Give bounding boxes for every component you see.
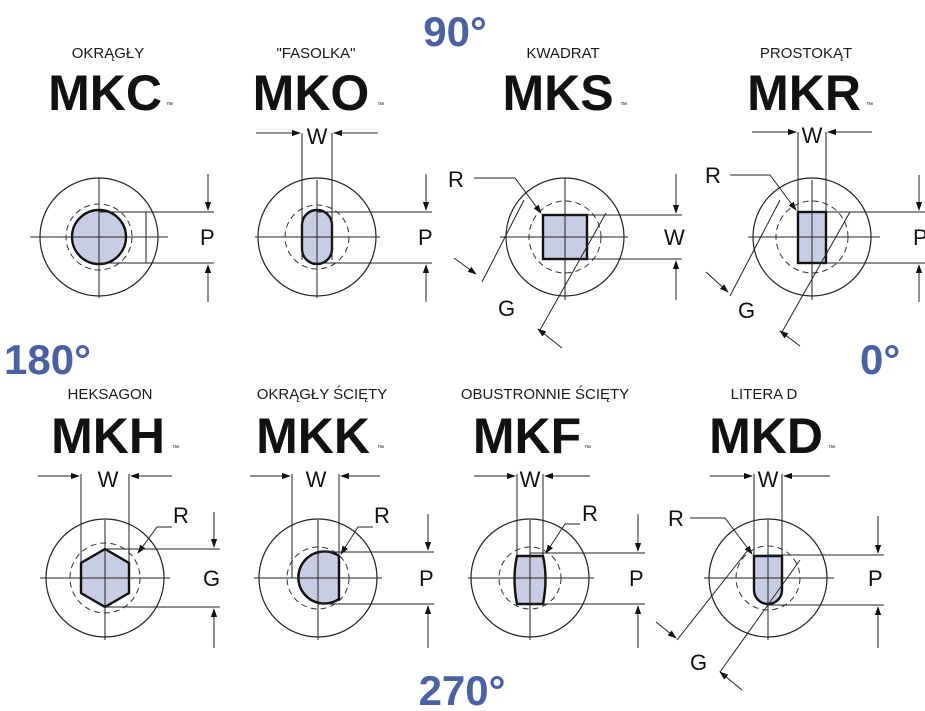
mko-cross-section: W P [255, 124, 433, 302]
mkr-cross-section: W R G P [705, 123, 925, 347]
shaft-subtitle: "FASOLKA" [276, 45, 355, 62]
trademark-mark: ™ [584, 445, 591, 452]
trademark-mark: ™ [172, 445, 179, 452]
dim-label-p: P [200, 225, 215, 250]
dim-label-p: P [629, 566, 644, 591]
angle-label-bottom: 270° [419, 667, 506, 711]
dim-label-g: G [498, 296, 515, 321]
dim-label-r: R [705, 163, 721, 188]
dim-label-p: P [913, 225, 925, 250]
shaft-code: MKK [256, 408, 370, 464]
shaft-code: MKR [747, 65, 861, 121]
angle-label-top: 90° [423, 8, 487, 55]
dim-label-r: R [173, 503, 189, 528]
dim-label-r: R [582, 501, 598, 526]
shaft-subtitle: OKRĄGŁY [72, 45, 145, 62]
dim-label-w: W [306, 467, 327, 492]
dim-label-g: G [738, 298, 755, 323]
dim-label-w: W [802, 123, 823, 148]
mkc-cross-section: P [30, 174, 215, 302]
mks-cross-section: W R G [448, 167, 685, 349]
trademark-mark: ™ [377, 102, 384, 109]
shaft-code: MKD [709, 408, 823, 464]
trademark-mark: ™ [377, 445, 384, 452]
shaft-code: MKF [473, 408, 581, 464]
shaft-subtitle: PROSTOKĄT [760, 45, 852, 62]
shaft-code: MKS [502, 65, 613, 121]
trademark-mark: ™ [620, 102, 627, 109]
shaft-subtitle: OKRĄGŁY ŚCIĘTY [257, 385, 388, 403]
dim-label-r: R [374, 503, 390, 528]
dim-label-p: P [418, 225, 433, 250]
dim-label-r: R [668, 506, 684, 531]
dim-label-r: R [448, 167, 464, 192]
dim-label-g: G [690, 650, 707, 675]
shaft-subtitle: LITERA D [731, 386, 798, 403]
angle-label-right: 0° [860, 336, 900, 383]
shaft-code: MKC [48, 65, 162, 121]
dim-label-p: P [419, 566, 434, 591]
shaft-code: MKO [253, 65, 370, 121]
mkh-cross-section: W R G [38, 467, 220, 648]
shaft-code: MKH [51, 408, 165, 464]
dim-label-w: W [664, 225, 685, 250]
mkf-cross-section: W R P [468, 467, 645, 648]
shaft-subtitle: KWADRAT [526, 45, 599, 62]
mkd-cross-section: W R G P [655, 467, 884, 691]
shaft-subtitle: HEKSAGON [67, 386, 152, 403]
trademark-mark: ™ [828, 445, 835, 452]
dim-label-w: W [98, 467, 119, 492]
dim-label-p: P [868, 566, 883, 591]
mkk-cross-section: W R P [250, 467, 434, 648]
trademark-mark: ™ [866, 102, 873, 109]
shaft-subtitle: OBUSTRONNIE ŚCIĘTY [461, 385, 629, 403]
dim-label-g: G [203, 566, 220, 591]
dim-label-w: W [520, 467, 541, 492]
dim-label-w: W [758, 467, 779, 492]
trademark-mark: ™ [166, 102, 173, 109]
dim-label-w: W [307, 124, 328, 149]
angle-label-left: 180° [4, 336, 91, 383]
